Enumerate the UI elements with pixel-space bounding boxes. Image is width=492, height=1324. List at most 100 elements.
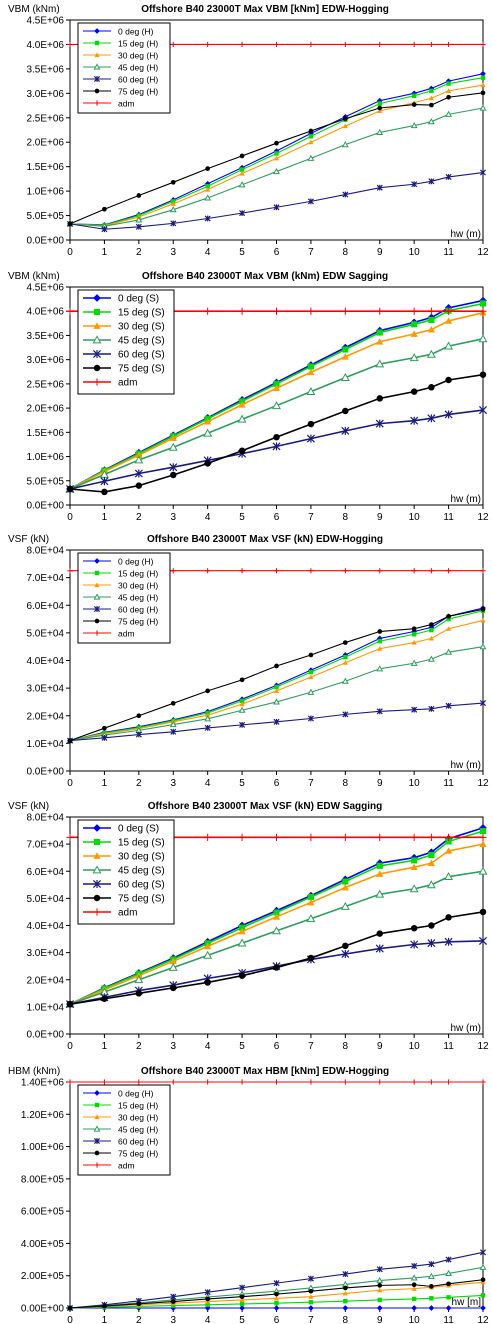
data-point: [102, 1303, 107, 1309]
data-point: [136, 713, 142, 719]
data-point: [411, 181, 418, 188]
legend-marker: [94, 28, 100, 34]
y-tick-label: 3.0E+06: [26, 355, 64, 366]
data-point: [170, 201, 176, 206]
legend-marker: [93, 1137, 101, 1145]
x-tick-label: 2: [136, 1315, 142, 1324]
y-tick-label: 1.20E+06: [21, 1110, 65, 1121]
legend-item: 60 deg (H): [83, 1137, 158, 1147]
series-45-deg-h: [66, 643, 487, 744]
data-point: [136, 193, 142, 198]
legend-marker: [93, 894, 101, 902]
legend-label: 60 deg (S): [118, 350, 165, 361]
legend-box: [77, 552, 171, 644]
data-point: [429, 102, 434, 108]
legend-marker: [93, 294, 101, 302]
data-point: [479, 840, 487, 848]
series-60-deg-h: [66, 169, 487, 233]
data-point: [308, 128, 314, 134]
data-point: [342, 407, 349, 415]
data-point: [428, 1261, 435, 1268]
data-point: [306, 434, 315, 443]
chart-panel-hbm-hogging: 0.00E+00 2.00E+05 4.00E+05 6.00E+05 8.00E+05…: [0, 1060, 492, 1324]
legend-item: 0 deg (H): [83, 1089, 154, 1099]
data-point: [307, 1275, 314, 1282]
x-tick-label: 4: [205, 778, 211, 789]
legend-marker: [92, 865, 102, 874]
data-point: [445, 173, 452, 180]
data-point: [445, 110, 453, 117]
data-point: [307, 954, 315, 962]
data-point: [479, 643, 487, 650]
data-point: [239, 721, 246, 728]
legend-marker: [93, 1125, 101, 1132]
data-point: [170, 700, 176, 706]
y-tick-label: 5.0E+04: [26, 628, 64, 639]
data-point: [168, 962, 178, 971]
y-tick-label: 7.0E+04: [26, 573, 64, 584]
data-point: [238, 972, 246, 979]
data-point: [446, 616, 451, 622]
x-tick-label: 3: [170, 1315, 176, 1324]
data-point: [273, 698, 280, 705]
legend-marker: [93, 824, 101, 832]
data-point: [445, 838, 452, 845]
legend-label: 15 deg (S): [118, 838, 165, 849]
data-point: [376, 329, 383, 336]
series-line: [69, 77, 484, 226]
x-tick-label: 10: [409, 512, 421, 523]
data-point: [444, 317, 453, 324]
data-point: [428, 384, 435, 391]
data-point: [237, 414, 247, 423]
data-point: [377, 629, 383, 634]
chart-panel-vsf-hogging: 0.0E+00 1.0E+04 2.0E+04 3.0E+04 4.0E+04 5.0E+…: [0, 530, 492, 792]
data-point: [342, 942, 349, 950]
data-point: [428, 705, 435, 712]
legend-item: 60 deg (H): [83, 75, 158, 85]
data-point: [239, 698, 245, 704]
data-point: [273, 41, 280, 48]
data-point: [273, 964, 280, 971]
series-line: [69, 409, 484, 490]
data-point: [307, 898, 315, 906]
data-point: [478, 866, 488, 875]
data-point: [377, 101, 382, 106]
data-point: [273, 1295, 280, 1301]
data-point: [272, 442, 281, 451]
data-point: [411, 93, 417, 98]
x-tick-label: 6: [274, 512, 280, 523]
data-point: [480, 82, 486, 88]
data-point: [444, 833, 453, 841]
legend-item: 45 deg (S): [83, 865, 165, 877]
data-point: [342, 660, 348, 665]
data-point: [479, 307, 487, 315]
data-point: [168, 442, 178, 451]
x-tick-label: 8: [343, 512, 349, 523]
y-tick-label: 5.0E+05: [26, 211, 64, 222]
legend-item: 75 deg (S): [83, 894, 165, 905]
x-tick-label: 8: [343, 778, 349, 789]
legend-label: 75 deg (S): [118, 364, 165, 375]
data-point: [376, 930, 383, 937]
data-point: [376, 833, 384, 841]
data-point: [272, 384, 281, 392]
series-line: [69, 1266, 484, 1309]
legend-label: 0 deg (S): [118, 824, 159, 835]
legend-label: 45 deg (S): [118, 336, 165, 347]
data-point: [170, 1299, 176, 1304]
data-point: [341, 426, 350, 435]
data-point: [342, 1290, 348, 1296]
legend-marker: [93, 593, 101, 600]
legend-item: 0 deg (H): [83, 557, 154, 567]
data-point: [445, 702, 452, 709]
x-tick-label: 6: [274, 247, 280, 258]
data-point: [479, 371, 487, 378]
data-point: [308, 652, 314, 658]
x-tick-label: 5: [239, 512, 245, 523]
legend-marker: [94, 618, 100, 624]
legend-marker: [93, 364, 101, 372]
data-point: [480, 607, 486, 612]
data-point: [341, 833, 349, 841]
data-point: [478, 334, 488, 343]
data-point: [307, 1305, 314, 1311]
